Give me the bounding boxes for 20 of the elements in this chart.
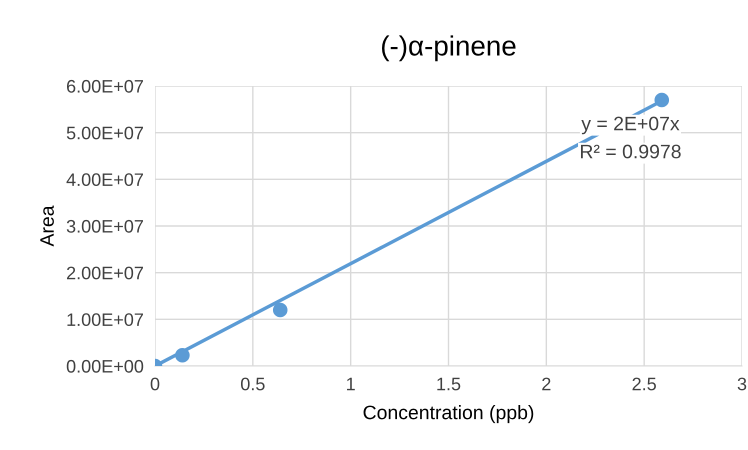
x-tick-label: 2.5 [632, 378, 656, 390]
y-tick-label: 0.00E+00 [66, 360, 144, 373]
x-axis-title: Concentration (ppb) [364, 405, 534, 424]
x-tick-label: 2 [542, 378, 550, 390]
y-tick-label: 5.00E+07 [66, 126, 143, 140]
x-tick-label: 1.5 [437, 378, 460, 390]
annotation: R² = 0.9978 [580, 144, 681, 158]
chart-title: (-)α-pinene [382, 35, 516, 62]
x-tick-label: 0 [150, 378, 160, 390]
x-tick-label: 0.5 [240, 378, 265, 390]
y-axis-title: Area [40, 205, 54, 246]
point [272, 302, 288, 318]
y-tick-label: 4.00E+07 [66, 173, 143, 186]
x-tick-label: 1 [347, 378, 355, 390]
y-tick-label: 1.00E+07 [67, 313, 143, 326]
y-tick-label: 6.00E+07 [67, 80, 143, 93]
x-tick-label: 3 [738, 378, 746, 390]
y-tick-label: 3.00E+07 [66, 220, 143, 233]
y-tick-label: 2.00E+07 [66, 266, 143, 280]
annotation: y = 2E+07x [581, 116, 680, 134]
